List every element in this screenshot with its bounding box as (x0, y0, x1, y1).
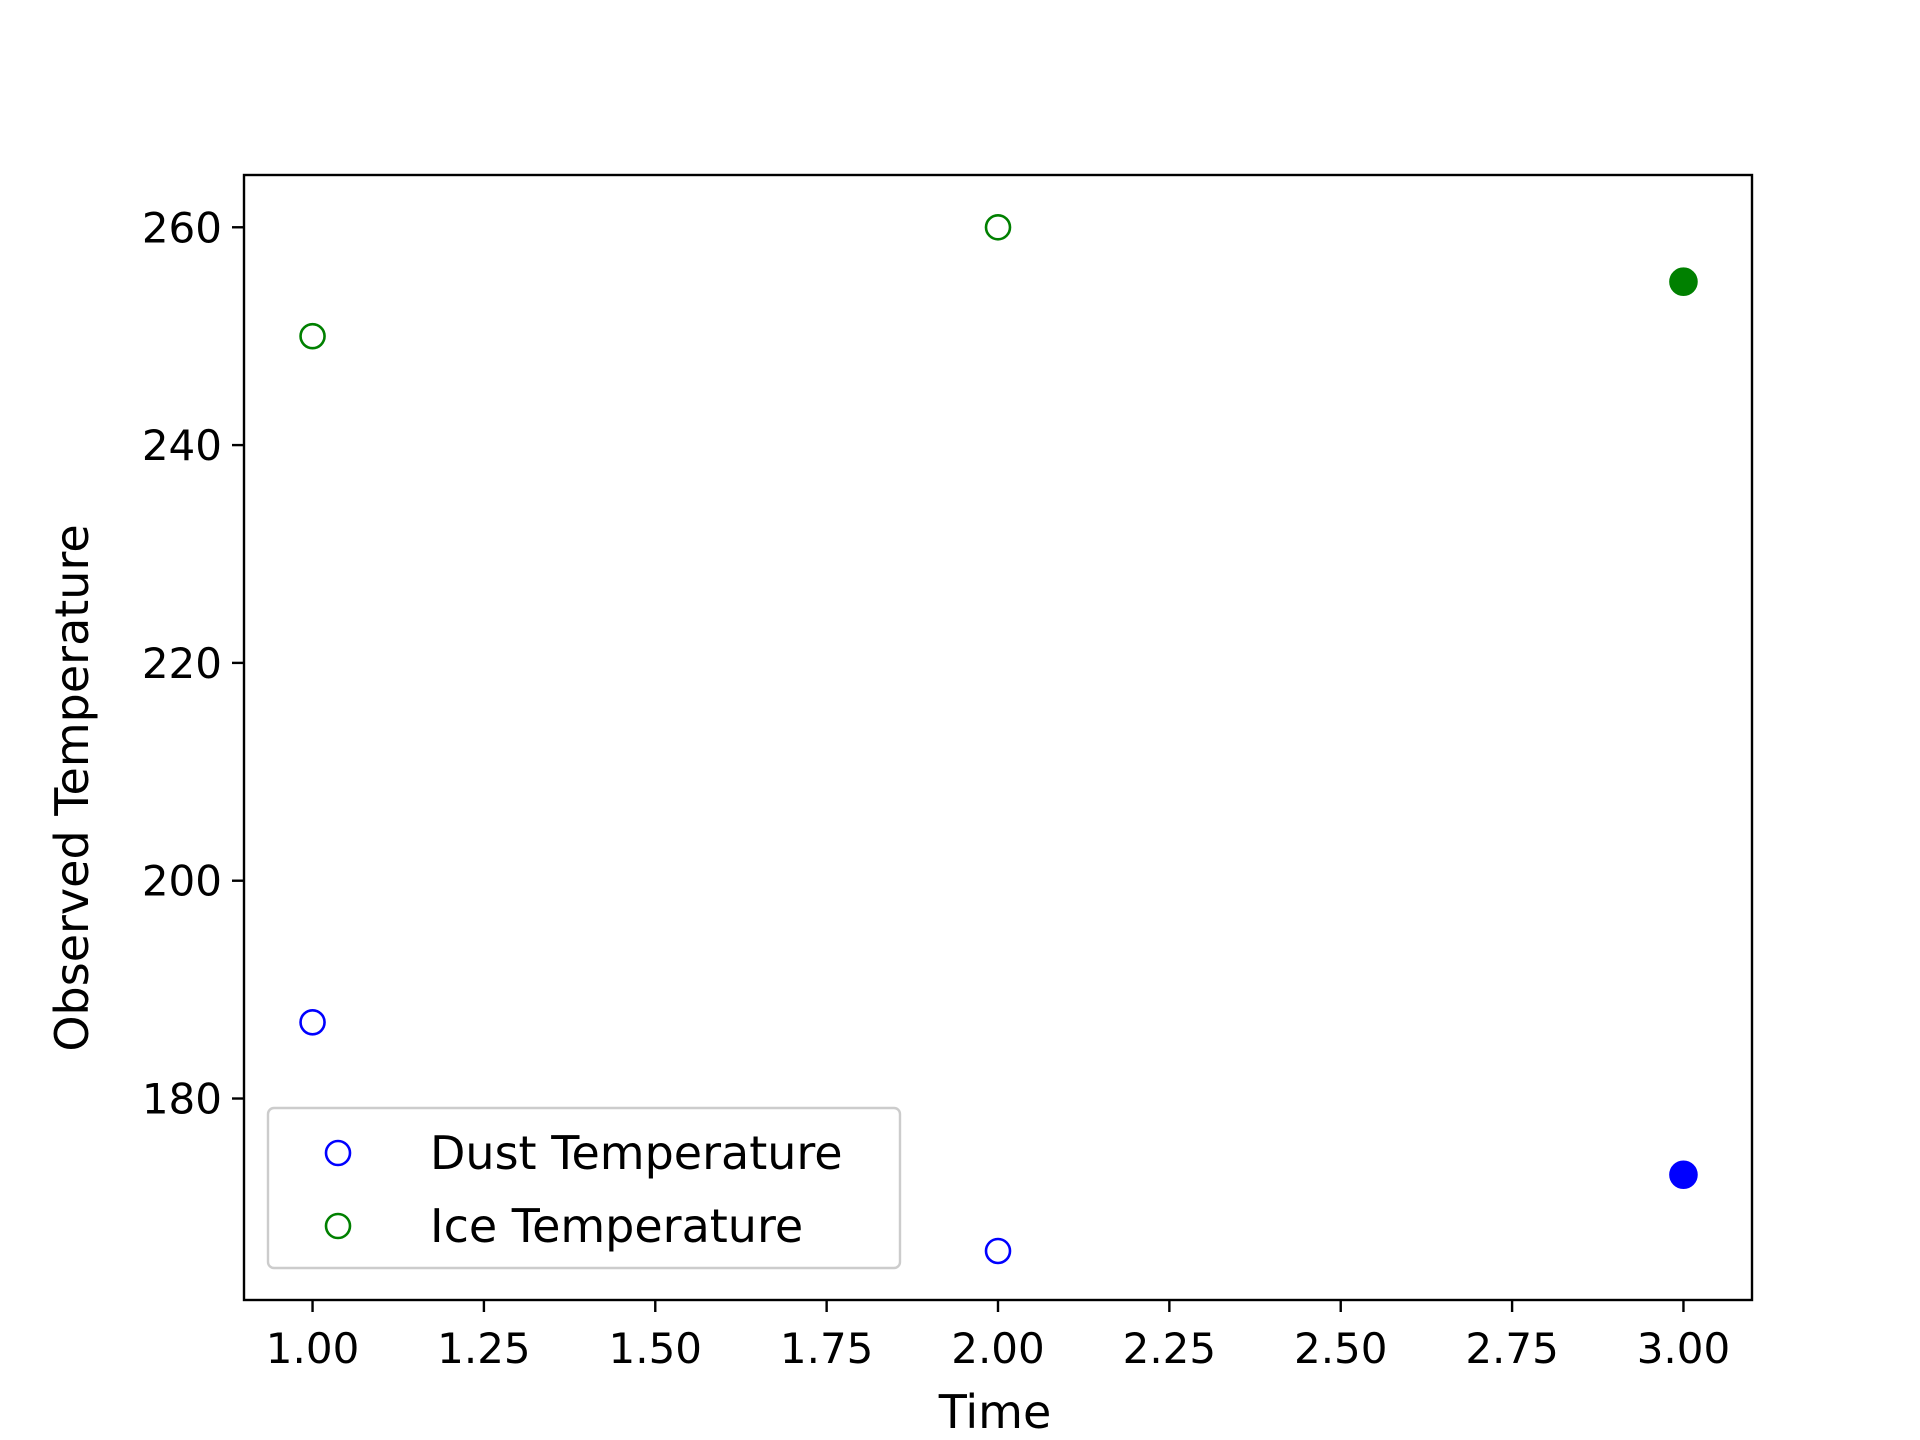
dust-temperature-legend-label: Dust Temperature (430, 1126, 843, 1180)
x-tick-label: 1.75 (780, 1324, 874, 1373)
dust-temperature-legend-marker (324, 1139, 352, 1167)
x-tick-label: 2.50 (1294, 1324, 1388, 1373)
ice-temperature-point (984, 213, 1012, 241)
x-axis-label: Time (938, 1385, 1052, 1439)
y-axis-label: Observed Temperature (45, 524, 99, 1051)
y-tick-label: 240 (142, 421, 222, 470)
data-points (299, 213, 1698, 1265)
x-tick-label: 1.50 (609, 1324, 703, 1373)
x-tick-label: 2.00 (951, 1324, 1045, 1373)
y-tick-label: 180 (142, 1075, 222, 1124)
y-tick-label: 200 (142, 857, 222, 906)
legend-box (266, 1106, 902, 1270)
x-axis: 1.00 1.25 1.50 1.75 2.00 2.25 2.50 2.75 3.00 (266, 1300, 1730, 1373)
y-tick-label: 220 (142, 639, 222, 688)
ice-temperature-legend-label: Ice Temperature (430, 1199, 803, 1253)
ice-temperature-point (1669, 267, 1698, 297)
x-tick-label: 1.00 (266, 1324, 360, 1373)
y-axis: 180 200 220 240 260 (142, 203, 244, 1124)
dust-temperature-point (299, 1008, 326, 1036)
dust-temperature-point (1669, 1160, 1698, 1190)
ice-temperature-legend-marker (324, 1212, 352, 1240)
y-tick-label: 260 (142, 203, 222, 252)
x-tick-label: 2.25 (1123, 1324, 1217, 1373)
x-tick-label: 2.75 (1465, 1324, 1559, 1373)
x-tick-label: 3.00 (1637, 1324, 1731, 1373)
legend: Dust Temperature Ice Temperature (266, 1106, 902, 1270)
dust-temperature-point (984, 1237, 1012, 1265)
ice-temperature-point (299, 322, 326, 350)
x-tick-label: 1.25 (437, 1324, 531, 1373)
